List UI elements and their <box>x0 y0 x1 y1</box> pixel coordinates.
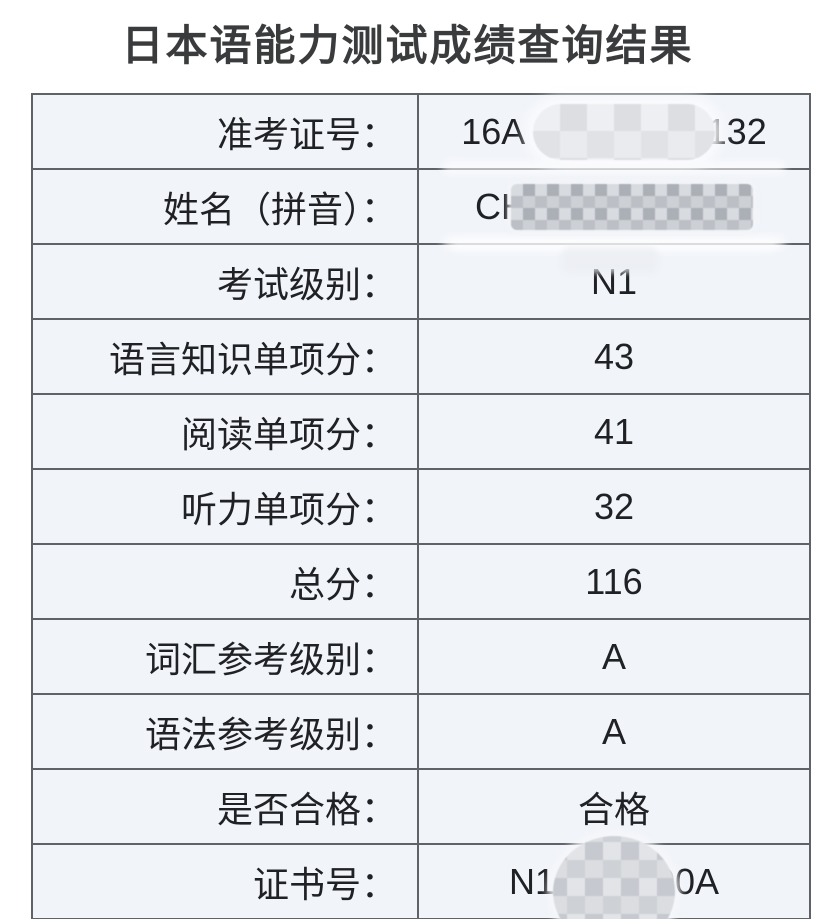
reading-score-label: 阅读单项分： <box>31 393 419 470</box>
grammar-reference-level-value: A <box>417 693 811 770</box>
exam-level-text: N1 <box>590 260 638 302</box>
exam-number-value-wrap: 16A 1132 <box>419 96 809 174</box>
grammar-reference-level-text: A <box>601 710 626 752</box>
certificate-number-value: N1 00A <box>417 836 811 919</box>
page-title: 日本语能力测试成绩查询结果 <box>121 22 694 69</box>
vocabulary-reference-level-text: A <box>601 635 626 677</box>
row-reading-score: 阅读单项分： 41 <box>31 393 811 470</box>
vocabulary-reference-level-value-wrap: A <box>419 621 809 692</box>
total-score-label: 总分： <box>31 543 419 620</box>
grammar-reference-level-value-wrap: A <box>419 696 809 767</box>
reading-score-text: 41 <box>593 410 635 452</box>
language-knowledge-score-value: 43 <box>417 318 811 395</box>
language-knowledge-score-value-wrap: 43 <box>419 321 809 392</box>
exam-level-value-wrap: N1 <box>419 239 809 317</box>
pass-status-value-wrap: 合格 <box>419 771 809 842</box>
language-knowledge-score-text: 43 <box>593 335 635 377</box>
row-certificate-number: 证书号： N1 00A <box>31 836 811 919</box>
grammar-reference-level-label: 语法参考级别： <box>31 693 419 770</box>
pass-status-label: 是否合格： <box>31 768 419 845</box>
listening-score-value-wrap: 32 <box>419 471 809 542</box>
exam-number-label: 准考证号： <box>31 93 419 170</box>
reading-score-value-wrap: 41 <box>419 396 809 467</box>
redaction-ellipse-mosaic <box>553 836 675 919</box>
certificate-number-label: 证书号： <box>31 843 419 919</box>
row-pass-status: 是否合格： 合格 <box>31 768 811 845</box>
name-pinyin-label: 姓名（拼音）： <box>31 168 419 245</box>
exam-number-value: 16A 1132 <box>417 93 811 174</box>
row-grammar-reference-level: 语法参考级别： A <box>31 693 811 770</box>
row-vocabulary-reference-level: 词汇参考级别： A <box>31 618 811 695</box>
vocabulary-reference-level-label: 词汇参考级别： <box>31 618 419 695</box>
row-listening-score: 听力单项分： 32 <box>31 468 811 545</box>
name-pinyin-value-wrap: CH <box>419 171 809 249</box>
vocabulary-reference-level-value: A <box>417 618 811 695</box>
score-results-table: 准考证号： 16A 1132 姓名（拼音）： CH <box>31 93 811 919</box>
certificate-number-value-wrap: N1 00A <box>419 836 809 919</box>
language-knowledge-score-label: 语言知识单项分： <box>31 318 419 395</box>
name-pinyin-value: CH <box>417 168 811 249</box>
row-exam-level: 考试级别： N1 <box>31 239 811 320</box>
listening-score-text: 32 <box>593 485 635 527</box>
row-exam-number: 准考证号： 16A 1132 <box>31 93 811 174</box>
row-total-score: 总分： 116 <box>31 543 811 620</box>
listening-score-value: 32 <box>417 468 811 545</box>
total-score-value: 116 <box>417 543 811 620</box>
total-score-text: 116 <box>585 560 643 602</box>
pass-status-value: 合格 <box>417 768 811 845</box>
redaction-pill-mosaic <box>533 103 716 160</box>
exam-level-label: 考试级别： <box>31 243 419 320</box>
exam-number-prefix: 16A <box>461 110 526 152</box>
listening-score-label: 听力单项分： <box>31 468 419 545</box>
reading-score-value: 41 <box>417 393 811 470</box>
exam-level-value: N1 <box>417 239 811 320</box>
row-name-pinyin: 姓名（拼音）： CH <box>31 168 811 249</box>
pass-status-text: 合格 <box>577 788 650 830</box>
redaction-mosaic <box>511 183 753 230</box>
certificate-number-prefix: N1 <box>508 860 555 902</box>
total-score-value-wrap: 116 <box>419 546 809 617</box>
row-language-knowledge-score: 语言知识单项分： 43 <box>31 318 811 395</box>
